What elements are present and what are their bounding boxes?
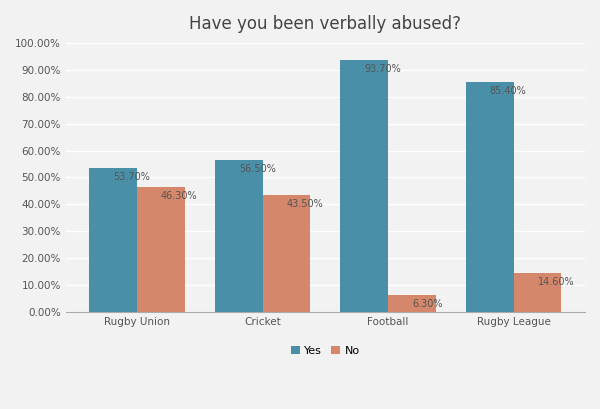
Text: 93.70%: 93.70% xyxy=(364,64,401,74)
Legend: Yes, No: Yes, No xyxy=(287,341,364,360)
Bar xyxy=(137,187,185,312)
Title: Have you been verbally abused?: Have you been verbally abused? xyxy=(190,15,461,33)
Bar xyxy=(215,160,263,312)
Text: 53.70%: 53.70% xyxy=(113,171,150,182)
Text: 56.50%: 56.50% xyxy=(239,164,275,174)
Text: 43.50%: 43.50% xyxy=(286,199,323,209)
Text: 46.30%: 46.30% xyxy=(161,191,197,202)
Bar xyxy=(89,168,137,312)
Bar xyxy=(263,195,310,312)
Bar xyxy=(340,60,388,312)
Text: 6.30%: 6.30% xyxy=(412,299,442,309)
Bar xyxy=(388,295,436,312)
Text: 14.60%: 14.60% xyxy=(538,277,574,287)
Text: 85.40%: 85.40% xyxy=(490,86,527,96)
Bar xyxy=(466,82,514,312)
Bar xyxy=(514,273,562,312)
